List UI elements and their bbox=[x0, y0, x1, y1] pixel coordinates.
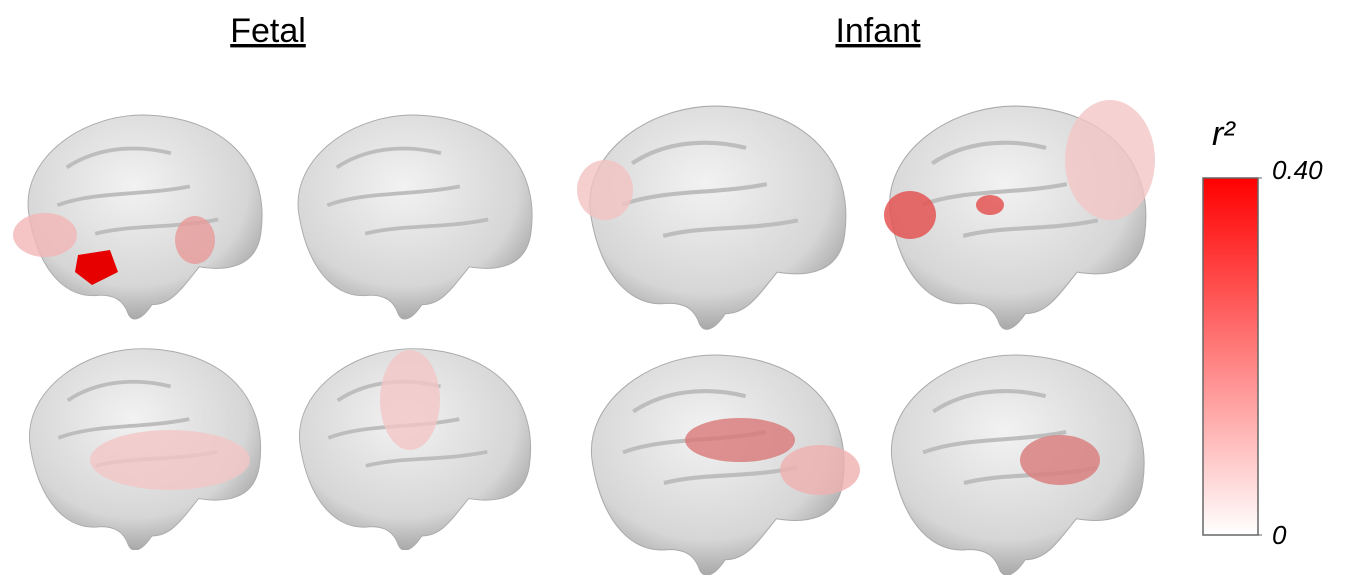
region bbox=[1020, 435, 1100, 485]
panel-title: Infant bbox=[835, 12, 921, 50]
region bbox=[577, 160, 633, 220]
region bbox=[13, 213, 77, 257]
region bbox=[380, 350, 440, 450]
region bbox=[685, 418, 795, 462]
region bbox=[884, 191, 936, 239]
brain bbox=[891, 355, 1144, 575]
region bbox=[175, 216, 215, 264]
brain bbox=[296, 113, 535, 322]
region bbox=[90, 430, 250, 490]
colorbar bbox=[1202, 177, 1259, 536]
colorbar-ticks: 0.40 0 bbox=[1258, 155, 1323, 550]
activation-overlays bbox=[13, 100, 1155, 495]
colorbar-label: r² bbox=[1212, 115, 1236, 153]
region bbox=[976, 195, 1004, 215]
region bbox=[75, 250, 118, 285]
region bbox=[1065, 100, 1155, 220]
panel-title: Fetal bbox=[230, 12, 306, 50]
brain bbox=[590, 106, 846, 329]
tick-label: 0.40 bbox=[1272, 155, 1323, 185]
region bbox=[780, 445, 860, 495]
tick-label: 0 bbox=[1272, 520, 1287, 550]
